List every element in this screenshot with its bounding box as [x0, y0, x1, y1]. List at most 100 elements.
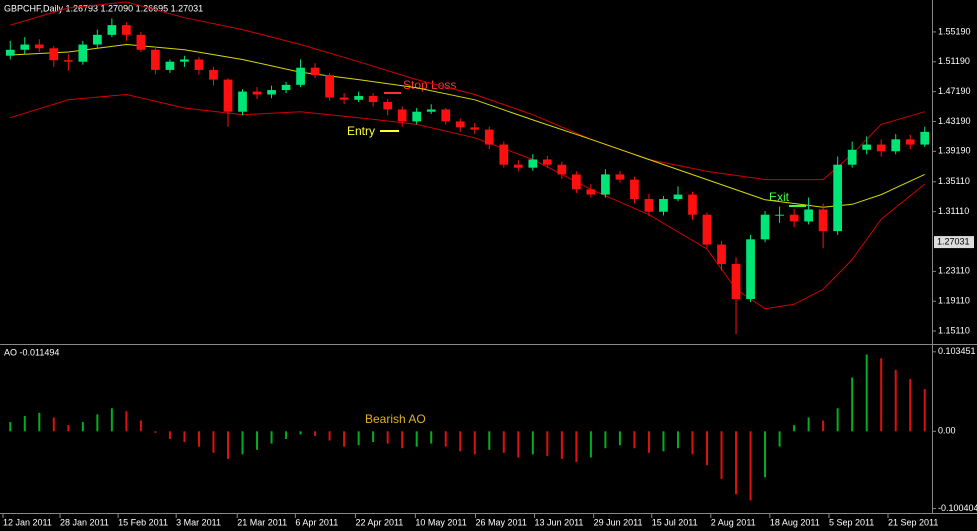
- candle-body: [238, 91, 247, 112]
- candle-body: [760, 214, 770, 240]
- candle-body: [325, 75, 334, 98]
- candle-body: [775, 214, 784, 216]
- candle-body: [20, 44, 30, 50]
- ao-bar: [299, 431, 302, 435]
- candle-body: [107, 25, 117, 35]
- ao-bar: [778, 431, 781, 447]
- ao-bar: [894, 369, 897, 432]
- ao-bar: [444, 431, 447, 447]
- candle-body: [862, 144, 872, 150]
- ao-bar: [691, 431, 694, 455]
- candle-body: [339, 97, 349, 100]
- candle-body: [572, 174, 581, 190]
- candle-body: [354, 96, 363, 100]
- x-tick-label: 21 Mar 2011: [237, 517, 287, 527]
- annotation: Stop Loss: [403, 78, 456, 92]
- candle-body: [484, 129, 494, 145]
- y-tick-label: 1.35110: [938, 176, 970, 186]
- ao-bar: [183, 431, 186, 443]
- candle-body: [223, 79, 233, 112]
- ao-bar: [139, 420, 142, 432]
- candle-body: [513, 164, 523, 168]
- ao-bar: [52, 417, 55, 432]
- ao-bar: [793, 425, 796, 432]
- candle-body: [426, 109, 436, 112]
- candle-body: [688, 194, 697, 215]
- current-price-label: 1.27031: [937, 236, 970, 246]
- x-tick-label: 22 Apr 2011: [355, 517, 403, 527]
- y-tick-label: -0.100404: [938, 503, 977, 513]
- y-tick-label: 1.55190: [938, 26, 971, 36]
- x-tick-label: 21 Sep 2011: [888, 517, 938, 527]
- ao-bar: [197, 431, 200, 447]
- candle-body: [151, 49, 160, 70]
- ao-bar: [386, 431, 389, 444]
- ao-bar: [502, 431, 505, 453]
- ao-bar: [110, 408, 113, 432]
- x-tick-label: 6 Apr 2011: [295, 517, 338, 527]
- ao-bar: [546, 431, 549, 456]
- candle-body: [905, 139, 915, 145]
- ao-bar: [9, 422, 12, 432]
- ao-bar: [415, 431, 418, 447]
- ao-bar: [168, 431, 171, 439]
- candle-body: [891, 139, 901, 152]
- ao-bar: [575, 431, 578, 463]
- candle-body: [586, 189, 596, 195]
- candle-body: [194, 59, 204, 70]
- band-line: [10, 1, 925, 181]
- ao-bar: [531, 431, 534, 455]
- candle-body: [122, 25, 131, 35]
- ao-bar: [473, 431, 476, 455]
- y-tick-label: 1.47190: [938, 86, 971, 96]
- candle-body: [833, 164, 843, 232]
- indicator-title: AO -0.011494: [4, 347, 59, 357]
- ao-bar: [662, 431, 665, 452]
- candle-body: [92, 34, 102, 45]
- candle-body: [136, 34, 146, 50]
- x-tick-label: 28 Jan 2011: [60, 517, 109, 527]
- candle-body: [630, 179, 639, 200]
- y-tick-label: 1.43190: [938, 116, 971, 126]
- ao-bar: [720, 431, 723, 479]
- candle-body: [209, 69, 218, 80]
- candle-body: [601, 174, 610, 195]
- candle-body: [310, 67, 320, 76]
- x-tick-label: 2 Aug 2011: [711, 517, 756, 527]
- candle-body: [557, 164, 567, 175]
- y-tick-label: 1.23110: [938, 266, 970, 276]
- x-tick-label: 15 Jul 2011: [652, 517, 698, 527]
- y-tick-label: 1.31110: [938, 206, 969, 216]
- x-tick-label: 12 Jan 2011: [3, 517, 52, 527]
- ao-bar: [647, 431, 650, 453]
- candle-body: [78, 44, 88, 62]
- ao-bar: [285, 431, 288, 439]
- ao-bar: [23, 415, 26, 432]
- x-tick-label: 13 Jun 2011: [535, 517, 584, 527]
- x-tick-label: 29 Jun 2011: [594, 517, 643, 527]
- ao-bar: [822, 420, 825, 432]
- ao-bar: [81, 422, 84, 432]
- candle-body: [5, 49, 15, 56]
- candle-body: [644, 199, 654, 212]
- ao-bar: [256, 431, 259, 450]
- candle-body: [49, 48, 59, 61]
- candle-body: [789, 214, 799, 222]
- y-tick-label: 1.39190: [938, 146, 971, 156]
- ao-bar: [459, 431, 462, 452]
- candle-body: [252, 91, 262, 95]
- ao-bar: [807, 417, 810, 432]
- y-tick-label: 0.103451: [938, 346, 976, 356]
- ao-bar: [589, 431, 592, 458]
- ao-bar: [401, 431, 404, 449]
- candle-body: [63, 60, 73, 62]
- candle-body: [499, 144, 509, 165]
- ao-bar: [923, 389, 926, 432]
- ao-bar: [517, 431, 520, 458]
- ao-bar: [67, 425, 70, 432]
- candle-body: [731, 263, 741, 300]
- x-tick-label: 18 Aug 2011: [770, 517, 820, 527]
- candle-body: [267, 90, 276, 95]
- y-tick-label: 1.51190: [938, 56, 970, 66]
- ao-bar: [488, 431, 491, 450]
